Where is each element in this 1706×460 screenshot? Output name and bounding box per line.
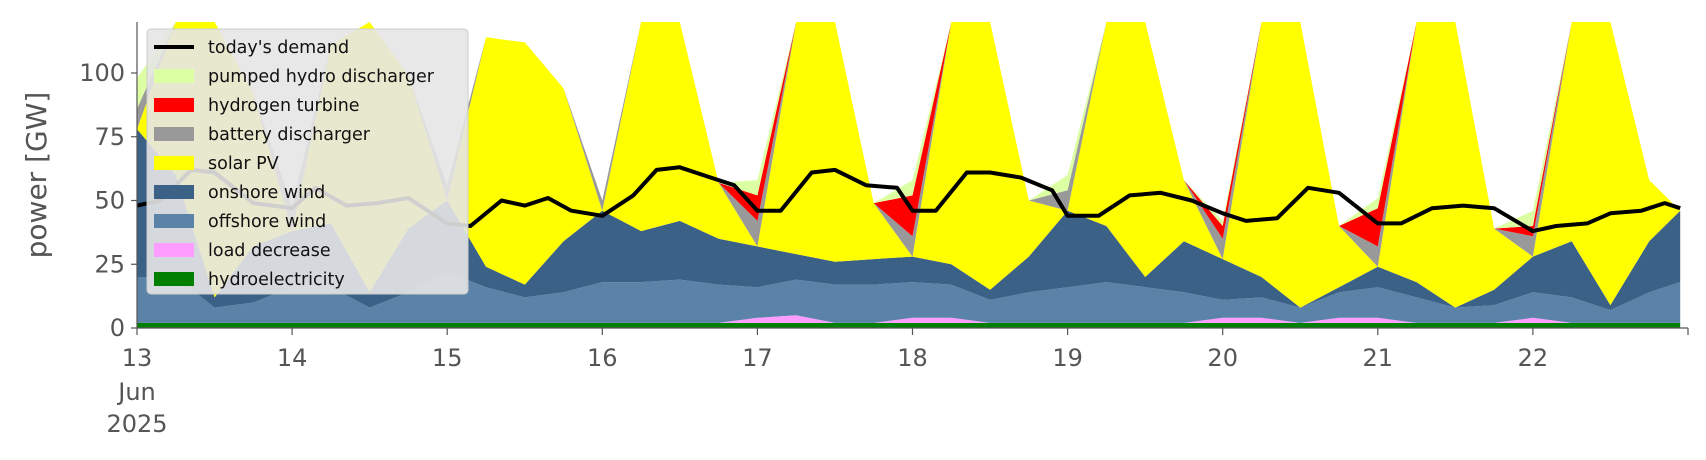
x-tick-label: 15 [432, 344, 463, 372]
x-tick-label: 18 [897, 344, 928, 372]
legend-label: solar PV [208, 154, 279, 174]
legend-swatch [154, 156, 194, 170]
legend-item-today-s-demand: today's demand [154, 38, 349, 58]
legend-item-hydroelectricity: hydroelectricity [154, 270, 345, 290]
legend-swatch [154, 185, 194, 199]
y-tick-label: 75 [94, 123, 125, 151]
legend-swatch [154, 69, 194, 83]
legend-swatch [154, 214, 194, 228]
x-tick-label: 22 [1518, 344, 1549, 372]
y-axis-label: power [GW] [20, 92, 53, 259]
legend-box [146, 28, 469, 295]
legend-label: hydrogen turbine [208, 96, 360, 116]
y-tick-label: 100 [79, 59, 125, 87]
legend-label: battery discharger [208, 125, 371, 145]
legend-label: pumped hydro discharger [208, 67, 435, 87]
legend-label: offshore wind [208, 212, 326, 232]
legend-item-battery-discharger: battery discharger [154, 125, 371, 145]
area-hydroelectricity [137, 322, 1681, 328]
y-tick-label: 0 [110, 314, 125, 342]
legend-swatch [154, 243, 194, 257]
x-axis: 13 Jun 2025 14 15 16 17 18 19 20 21 22 [106, 327, 1689, 438]
x-tick-label: 14 [277, 344, 308, 372]
legend-item-hydrogen-turbine: hydrogen turbine [154, 96, 360, 116]
x-tick-label: 16 [587, 344, 618, 372]
y-tick-label: 50 [94, 187, 125, 215]
legend-swatch [154, 272, 194, 286]
legend-label: onshore wind [208, 183, 325, 203]
legend-item-onshore-wind: onshore wind [154, 183, 325, 203]
y-axis: 0 25 50 75 100 [79, 22, 138, 342]
legend-item-solar-pv: solar PV [154, 154, 279, 174]
area-solar-pv [137, 22, 1681, 308]
x-tick-label: 19 [1052, 344, 1083, 372]
legend-swatch [154, 98, 194, 112]
x-tick-label: 20 [1207, 344, 1238, 372]
legend-item-offshore-wind: offshore wind [154, 212, 326, 232]
x-tick-label: 21 [1363, 344, 1394, 372]
legend-label: today's demand [208, 38, 349, 58]
x-tick-label: 13 [122, 344, 153, 372]
legend: today's demand pumped hydro discharger hyd… [146, 28, 469, 295]
y-tick-label: 25 [94, 250, 125, 278]
area-offshore-wind [137, 271, 1681, 323]
legend-label: load decrease [208, 241, 331, 261]
x-tick-sublabel: 2025 [106, 410, 167, 438]
area-battery-discharger [137, 22, 1681, 267]
x-tick-label: 17 [742, 344, 773, 372]
legend-swatch [154, 127, 194, 141]
x-tick-sublabel: Jun [116, 378, 156, 406]
area-pumped-hydro-discharger [137, 22, 1681, 229]
stacked-areas [137, 22, 1681, 328]
legend-item-pumped-hydro-discharger: pumped hydro discharger [154, 67, 435, 87]
area-load-decrease [137, 315, 1681, 323]
legend-item-load-decrease: load decrease [154, 241, 331, 261]
legend-label: hydroelectricity [208, 270, 345, 290]
